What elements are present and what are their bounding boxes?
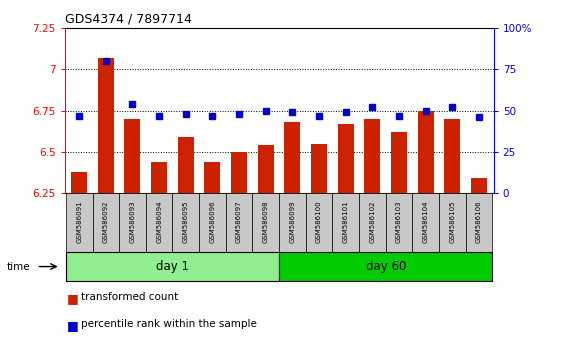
Text: GSM586105: GSM586105	[449, 201, 456, 243]
Bar	[146, 193, 172, 253]
Bar	[279, 252, 493, 281]
Bar	[204, 162, 220, 354]
Text: GSM586099: GSM586099	[289, 200, 296, 243]
Bar	[444, 119, 461, 354]
Text: GSM586106: GSM586106	[476, 200, 482, 243]
Bar	[311, 144, 327, 354]
Bar	[93, 193, 119, 253]
Bar	[466, 193, 493, 253]
Bar	[306, 193, 333, 253]
Bar	[98, 58, 114, 354]
Text: GSM586100: GSM586100	[316, 200, 322, 243]
Bar	[333, 193, 359, 253]
Bar	[412, 193, 439, 253]
Bar	[71, 172, 87, 354]
Bar	[418, 111, 434, 354]
Text: GSM586097: GSM586097	[236, 200, 242, 243]
Text: day 60: day 60	[366, 261, 406, 273]
Text: day 1: day 1	[156, 261, 189, 273]
Bar	[386, 193, 412, 253]
Text: GSM586096: GSM586096	[209, 200, 215, 243]
Bar	[119, 193, 146, 253]
Bar	[257, 145, 274, 354]
Bar	[391, 132, 407, 354]
Bar	[66, 193, 93, 253]
Text: GSM586102: GSM586102	[369, 201, 375, 243]
Bar	[279, 193, 306, 253]
Text: GSM586103: GSM586103	[396, 200, 402, 243]
Text: ■: ■	[67, 292, 79, 305]
Bar	[471, 178, 487, 354]
Text: time: time	[7, 262, 30, 272]
Text: GSM586093: GSM586093	[130, 200, 136, 243]
Bar	[125, 119, 140, 354]
Text: GSM586098: GSM586098	[263, 200, 269, 243]
Bar	[252, 193, 279, 253]
Bar	[151, 162, 167, 354]
Bar	[359, 193, 386, 253]
Bar	[231, 152, 247, 354]
Bar	[338, 124, 354, 354]
Text: transformed count: transformed count	[81, 292, 178, 302]
Bar	[284, 122, 301, 354]
Bar	[172, 193, 199, 253]
Text: ■: ■	[67, 319, 79, 332]
Bar	[439, 193, 466, 253]
Text: GSM586101: GSM586101	[343, 200, 349, 243]
Bar	[365, 119, 380, 354]
Text: GDS4374 / 7897714: GDS4374 / 7897714	[65, 12, 191, 25]
Text: GSM586091: GSM586091	[76, 200, 82, 243]
Bar	[178, 137, 194, 354]
Text: GSM586094: GSM586094	[156, 201, 162, 243]
Text: percentile rank within the sample: percentile rank within the sample	[81, 319, 257, 329]
Bar	[226, 193, 252, 253]
Text: GSM586092: GSM586092	[103, 201, 109, 243]
Bar	[199, 193, 226, 253]
Bar	[66, 252, 279, 281]
Text: GSM586095: GSM586095	[183, 201, 189, 243]
Text: GSM586104: GSM586104	[422, 201, 429, 243]
